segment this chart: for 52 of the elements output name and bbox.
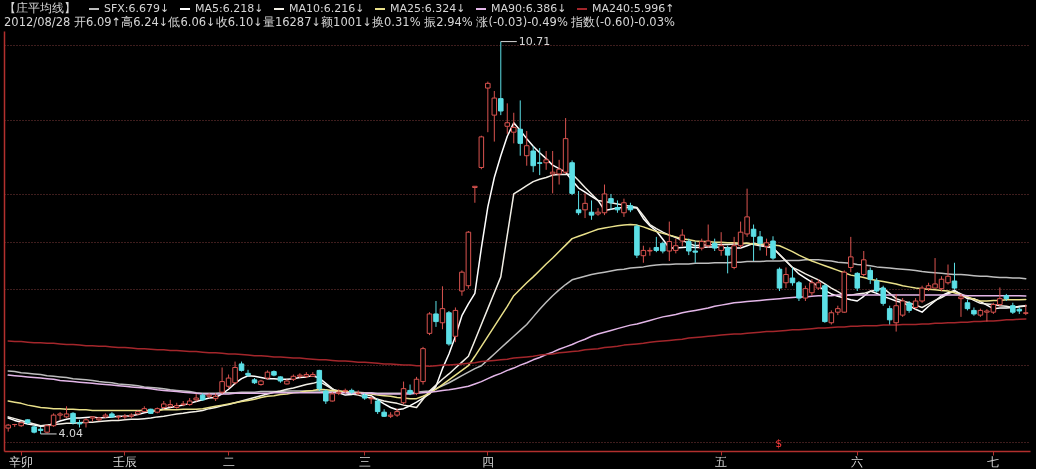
candlestick (854, 271, 861, 292)
candlestick (517, 99, 524, 157)
legend-label: MA25:6.324↓ (390, 2, 466, 15)
candlestick (245, 369, 251, 378)
candlestick (621, 198, 627, 218)
candlestick (718, 231, 724, 257)
candlestick (426, 311, 433, 336)
x-tick-label: 七 (987, 454, 1000, 469)
candlestick (886, 305, 893, 326)
candlestick (848, 236, 854, 273)
candlestick (83, 417, 89, 428)
candlestick (400, 381, 407, 406)
legend-label: MA90:6.386↓ (491, 2, 567, 15)
legend-label: SFX:6.679↓ (104, 2, 170, 15)
annotation: $ (775, 437, 783, 450)
candlestick (491, 90, 498, 143)
candlestick (504, 102, 511, 135)
candlestick (971, 306, 977, 317)
candlestick (951, 262, 958, 291)
candlestick (472, 185, 478, 204)
legend-label: MA240:5.996↑ (592, 2, 675, 15)
candlestick (433, 300, 439, 328)
x-tick-label: 五 (715, 454, 728, 469)
candlestick (770, 235, 776, 261)
candlestick (498, 41, 504, 116)
candlestick (860, 250, 867, 277)
candlestick (958, 293, 964, 318)
candlestick (510, 112, 517, 144)
candlestick (575, 190, 582, 216)
chart-subtitle: 2012/08/28 开6.09↑高6.24↓低6.06↓收6.10↓量16287↓额1001↓换0.31% 振2.94% 涨(-0.03)-0.49% 指数(-0.60)-0.03% (4, 15, 675, 29)
x-tick-label: 二 (222, 454, 235, 469)
annotation: 4.04 (58, 426, 84, 440)
candlestick (523, 130, 530, 167)
candlestick (588, 199, 595, 221)
candlestick (485, 81, 491, 133)
candlestick (543, 150, 549, 171)
x-tick-label: 六 (851, 454, 864, 469)
legend-label: MA5:6.218↓ (195, 2, 264, 15)
legend-label: MA10:6.216↓ (289, 2, 365, 15)
chart-title: 【庄平均线】 (4, 1, 76, 15)
candlestick (439, 285, 446, 330)
x-tick-label: 壬辰 (112, 454, 137, 469)
x-tick-label: 辛卯 (9, 454, 34, 469)
candlestick (776, 266, 783, 292)
annotation: 10.71 (518, 34, 551, 48)
x-tick-label: 三 (358, 454, 371, 469)
candlestick (608, 193, 614, 211)
candlestick (724, 245, 731, 274)
candlestick (783, 266, 789, 289)
candlestick (407, 384, 413, 396)
candlestick (582, 192, 588, 219)
x-tick-label: 四 (481, 454, 494, 469)
